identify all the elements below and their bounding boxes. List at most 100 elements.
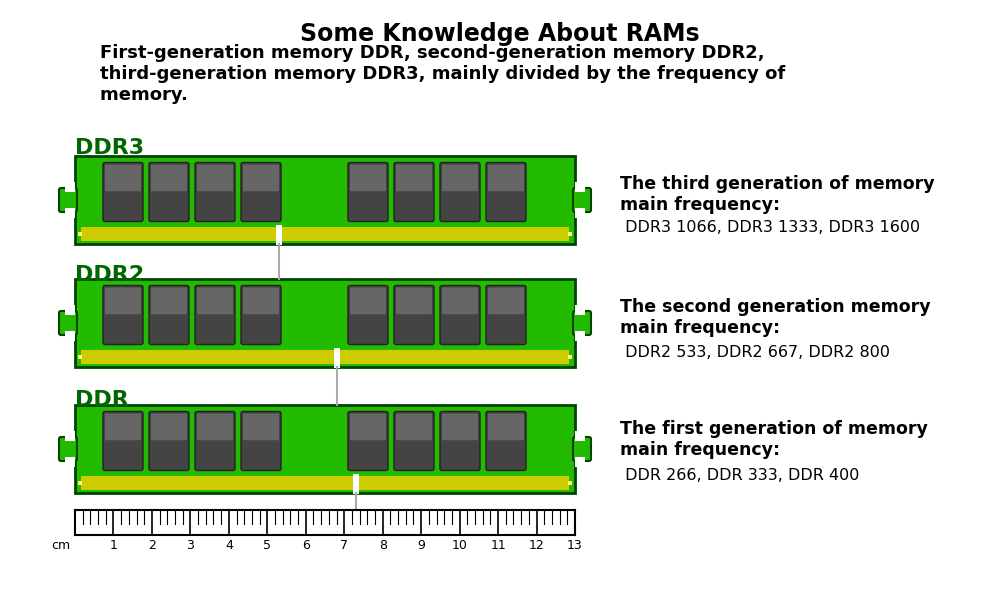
FancyBboxPatch shape: [151, 165, 187, 191]
Bar: [65, 331, 75, 341]
FancyBboxPatch shape: [195, 412, 235, 471]
Text: First-generation memory DDR, second-generation memory DDR2,
    third-generation: First-generation memory DDR, second-gene…: [75, 44, 785, 103]
Bar: [78, 481, 82, 485]
Bar: [65, 431, 75, 441]
FancyBboxPatch shape: [241, 285, 281, 344]
Bar: [276, 225, 282, 245]
Text: cm: cm: [51, 539, 70, 552]
Text: DDR3: DDR3: [75, 138, 144, 158]
Bar: [65, 182, 75, 192]
Bar: [78, 355, 82, 359]
FancyBboxPatch shape: [394, 412, 434, 471]
Text: 11: 11: [490, 539, 506, 552]
FancyBboxPatch shape: [573, 188, 591, 212]
FancyBboxPatch shape: [442, 165, 478, 191]
FancyBboxPatch shape: [243, 287, 279, 314]
FancyBboxPatch shape: [440, 285, 480, 344]
Bar: [81, 350, 569, 364]
Text: 3: 3: [186, 539, 194, 552]
Text: DDR3 1066, DDR3 1333, DDR3 1600: DDR3 1066, DDR3 1333, DDR3 1600: [620, 220, 920, 235]
FancyBboxPatch shape: [440, 412, 480, 471]
FancyBboxPatch shape: [243, 165, 279, 191]
FancyBboxPatch shape: [103, 412, 143, 471]
Bar: [65, 457, 75, 467]
FancyBboxPatch shape: [241, 162, 281, 222]
FancyBboxPatch shape: [350, 287, 386, 314]
FancyBboxPatch shape: [488, 413, 524, 441]
Bar: [575, 331, 585, 341]
FancyBboxPatch shape: [75, 279, 575, 367]
FancyBboxPatch shape: [348, 412, 388, 471]
Text: 5: 5: [263, 539, 271, 552]
Bar: [575, 431, 585, 441]
Text: 4: 4: [225, 539, 233, 552]
Bar: [73, 510, 577, 535]
FancyBboxPatch shape: [394, 285, 434, 344]
FancyBboxPatch shape: [241, 412, 281, 471]
FancyBboxPatch shape: [348, 285, 388, 344]
Text: 8: 8: [379, 539, 387, 552]
FancyBboxPatch shape: [103, 162, 143, 222]
Bar: [575, 457, 585, 467]
Bar: [568, 481, 572, 485]
FancyBboxPatch shape: [75, 405, 575, 493]
Text: DDR2 533, DDR2 667, DDR2 800: DDR2 533, DDR2 667, DDR2 800: [620, 345, 890, 360]
Bar: [81, 476, 569, 490]
FancyBboxPatch shape: [486, 162, 526, 222]
Text: DDR: DDR: [75, 390, 129, 410]
FancyBboxPatch shape: [195, 162, 235, 222]
FancyBboxPatch shape: [488, 287, 524, 314]
FancyBboxPatch shape: [573, 437, 591, 461]
FancyBboxPatch shape: [396, 287, 432, 314]
FancyBboxPatch shape: [350, 165, 386, 191]
FancyBboxPatch shape: [105, 165, 141, 191]
FancyBboxPatch shape: [59, 311, 77, 335]
Text: DDR 266, DDR 333, DDR 400: DDR 266, DDR 333, DDR 400: [620, 468, 859, 483]
Text: Some Knowledge About RAMs: Some Knowledge About RAMs: [300, 22, 700, 46]
FancyBboxPatch shape: [396, 165, 432, 191]
FancyBboxPatch shape: [197, 413, 233, 441]
FancyBboxPatch shape: [440, 162, 480, 222]
FancyBboxPatch shape: [486, 285, 526, 344]
Bar: [334, 348, 340, 368]
FancyBboxPatch shape: [442, 287, 478, 314]
Text: DDR2: DDR2: [75, 265, 144, 285]
Text: 9: 9: [417, 539, 425, 552]
FancyBboxPatch shape: [197, 287, 233, 314]
Text: 10: 10: [452, 539, 468, 552]
FancyBboxPatch shape: [59, 188, 77, 212]
Text: 13: 13: [567, 539, 583, 552]
FancyBboxPatch shape: [149, 285, 189, 344]
Bar: [575, 305, 585, 315]
FancyBboxPatch shape: [75, 156, 575, 244]
FancyBboxPatch shape: [243, 413, 279, 441]
Bar: [65, 208, 75, 218]
Text: The second generation memory
main frequency:: The second generation memory main freque…: [620, 298, 931, 337]
FancyBboxPatch shape: [151, 413, 187, 441]
FancyBboxPatch shape: [488, 165, 524, 191]
FancyBboxPatch shape: [195, 285, 235, 344]
FancyBboxPatch shape: [350, 413, 386, 441]
Text: 2: 2: [148, 539, 156, 552]
FancyBboxPatch shape: [105, 413, 141, 441]
FancyBboxPatch shape: [442, 413, 478, 441]
Bar: [568, 232, 572, 236]
FancyBboxPatch shape: [105, 287, 141, 314]
FancyBboxPatch shape: [573, 311, 591, 335]
Bar: [568, 355, 572, 359]
FancyBboxPatch shape: [149, 162, 189, 222]
FancyBboxPatch shape: [59, 437, 77, 461]
Bar: [353, 474, 359, 494]
FancyBboxPatch shape: [394, 162, 434, 222]
Bar: [575, 208, 585, 218]
FancyBboxPatch shape: [103, 285, 143, 344]
Text: The third generation of memory
main frequency:: The third generation of memory main freq…: [620, 175, 935, 214]
Bar: [65, 305, 75, 315]
FancyBboxPatch shape: [348, 162, 388, 222]
Text: 1: 1: [110, 539, 117, 552]
FancyBboxPatch shape: [151, 287, 187, 314]
Text: 6: 6: [302, 539, 310, 552]
FancyBboxPatch shape: [149, 412, 189, 471]
Text: 12: 12: [529, 539, 544, 552]
Text: 7: 7: [340, 539, 348, 552]
